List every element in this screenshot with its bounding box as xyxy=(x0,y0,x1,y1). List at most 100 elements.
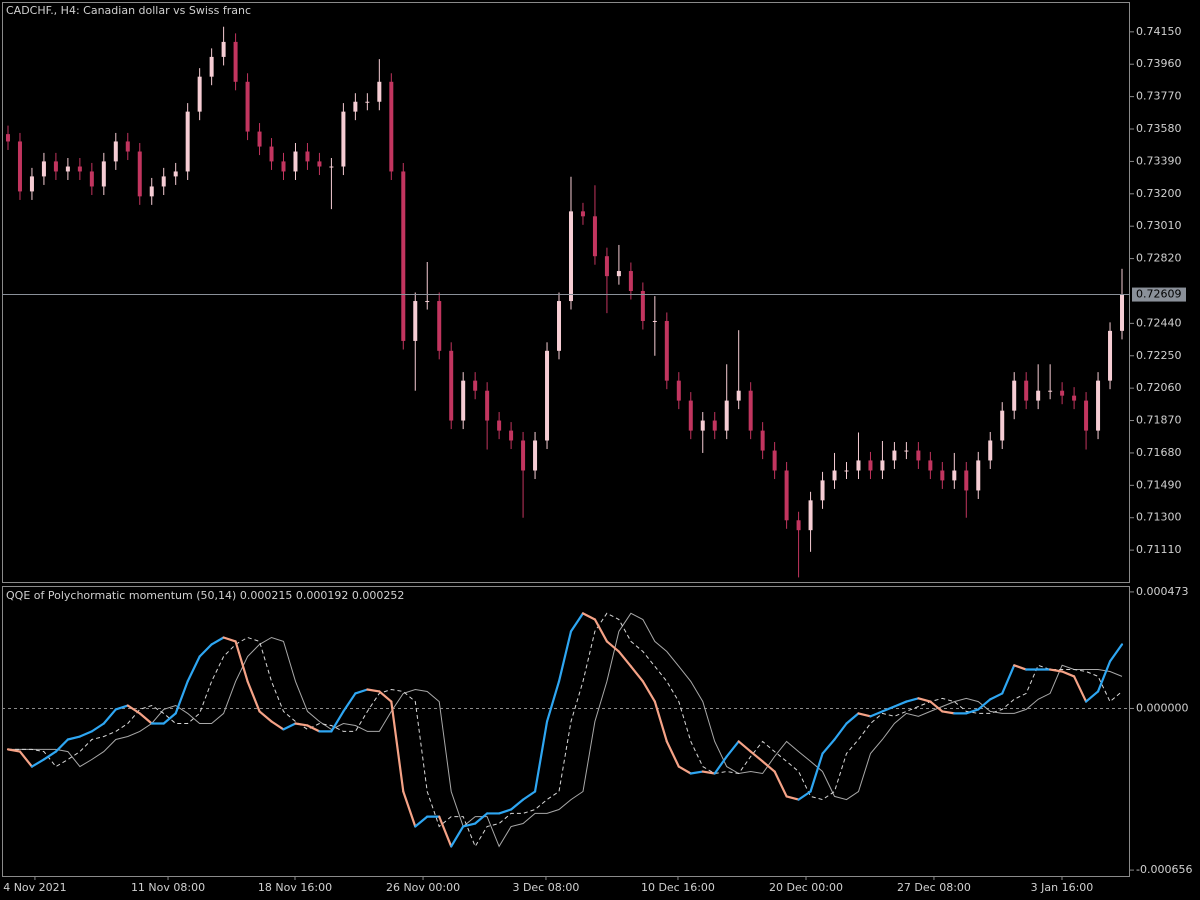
candle-body xyxy=(1060,390,1065,396)
candle-body xyxy=(173,171,178,177)
candle-body xyxy=(844,470,849,472)
candle-body xyxy=(65,166,70,172)
main-line-segment xyxy=(258,710,273,723)
x-tick-label: 18 Nov 16:00 xyxy=(258,881,332,894)
main-line-segment xyxy=(521,790,537,801)
main-line-segment xyxy=(498,808,513,815)
candle-body xyxy=(473,380,478,391)
x-tick-label: 11 Nov 08:00 xyxy=(131,881,205,894)
candle-body xyxy=(377,81,382,102)
main-line-segment xyxy=(186,655,201,683)
main-line-segment xyxy=(342,692,357,713)
candle-body xyxy=(77,166,82,172)
main-line-segment xyxy=(414,815,429,828)
main-line-segment xyxy=(917,697,932,703)
main-line-segment xyxy=(1072,675,1088,703)
candle-body xyxy=(724,400,729,431)
main-line-segment xyxy=(126,704,141,715)
y-tick-label: 0.71490 xyxy=(1136,478,1182,491)
candle-body xyxy=(904,450,909,452)
main-line-segment xyxy=(881,705,896,713)
candle-body xyxy=(149,186,154,197)
main-line-segment xyxy=(102,708,117,725)
y-tick-label: 0.72440 xyxy=(1136,316,1182,329)
candle-body xyxy=(29,176,34,192)
candle-body xyxy=(1108,330,1113,381)
main-line-segment xyxy=(929,700,944,713)
main-line-segment xyxy=(18,750,34,768)
x-tick-label: 26 Nov 00:00 xyxy=(386,881,460,894)
candle-body xyxy=(365,101,370,103)
main-line-segment xyxy=(617,650,632,668)
main-line-segment xyxy=(270,720,285,731)
main-line-segment xyxy=(761,760,776,773)
main-line-segment xyxy=(450,825,465,848)
y-tick-label: 0.71110 xyxy=(1136,543,1182,556)
candle-body xyxy=(964,470,969,491)
candle-body xyxy=(832,470,837,481)
main-line-segment xyxy=(354,688,369,695)
x-tick-label: 20 Dec 00:00 xyxy=(769,881,843,894)
candle-body xyxy=(317,161,322,167)
price-title: CADCHF., H4: Canadian dollar vs Swiss fr… xyxy=(6,4,251,17)
main-line-segment xyxy=(390,700,405,793)
candle-body xyxy=(652,320,657,322)
main-line-segment xyxy=(1108,643,1124,663)
main-line-segment xyxy=(330,710,345,733)
candle-body xyxy=(712,420,717,431)
main-line-segment xyxy=(593,618,609,643)
x-tick-label: 4 Nov 2021 xyxy=(3,881,66,894)
main-line-segment xyxy=(893,700,908,708)
y-tick-label: 0.72820 xyxy=(1136,252,1182,265)
main-line-segment xyxy=(234,640,249,683)
main-line-segment xyxy=(66,735,81,741)
candle-body xyxy=(916,450,921,461)
candle-body xyxy=(580,211,585,217)
x-tick-label: 27 Dec 08:00 xyxy=(897,881,971,894)
candle-body xyxy=(209,56,214,77)
main-line-segment xyxy=(845,712,860,725)
main-line-segment xyxy=(713,755,728,775)
main-line-segment xyxy=(641,680,656,703)
main-line-segment xyxy=(605,640,621,653)
main-line-segment xyxy=(557,630,573,683)
candle-body xyxy=(988,440,993,461)
y-tick-label: 0.000473 xyxy=(1136,585,1189,598)
candle-body xyxy=(1120,294,1125,331)
main-line-segment xyxy=(629,665,644,683)
candle-body xyxy=(616,271,621,277)
main-line-segment xyxy=(773,770,788,798)
candle-body xyxy=(880,460,885,471)
main-line-segment xyxy=(1001,664,1016,695)
candle-body xyxy=(509,430,514,441)
main-line-segment xyxy=(509,798,525,811)
y-tick-label: -0.000656 xyxy=(1136,863,1192,876)
candle-body xyxy=(604,256,609,277)
main-line-segment xyxy=(977,698,992,711)
main-line-segment xyxy=(941,710,956,715)
candle-body xyxy=(293,151,298,172)
main-line-segment xyxy=(905,697,920,703)
main-line-segment xyxy=(162,712,177,725)
candle-body xyxy=(197,76,202,112)
main-line-segment xyxy=(581,612,597,621)
main-line-segment xyxy=(78,730,93,738)
candle-body xyxy=(89,171,94,187)
candle-body xyxy=(485,390,490,421)
main-line-segment xyxy=(294,722,309,727)
main-line-segment xyxy=(797,790,812,801)
candle-body xyxy=(736,390,741,401)
y-tick-label: 0.71870 xyxy=(1136,414,1182,427)
main-line-segment xyxy=(138,712,153,725)
main-line-segment xyxy=(857,712,872,718)
candle-body xyxy=(796,520,801,531)
candle-body xyxy=(257,131,262,147)
candle-body xyxy=(389,81,394,172)
y-tick-label: 0.71680 xyxy=(1136,446,1182,459)
main-line-segment xyxy=(533,720,549,793)
candle-body xyxy=(437,301,442,351)
y-tick-label: 0.72250 xyxy=(1136,349,1182,362)
main-line-segment xyxy=(1049,668,1064,673)
y-tick-label: 0.73010 xyxy=(1136,219,1182,232)
main-line-segment xyxy=(6,748,22,753)
